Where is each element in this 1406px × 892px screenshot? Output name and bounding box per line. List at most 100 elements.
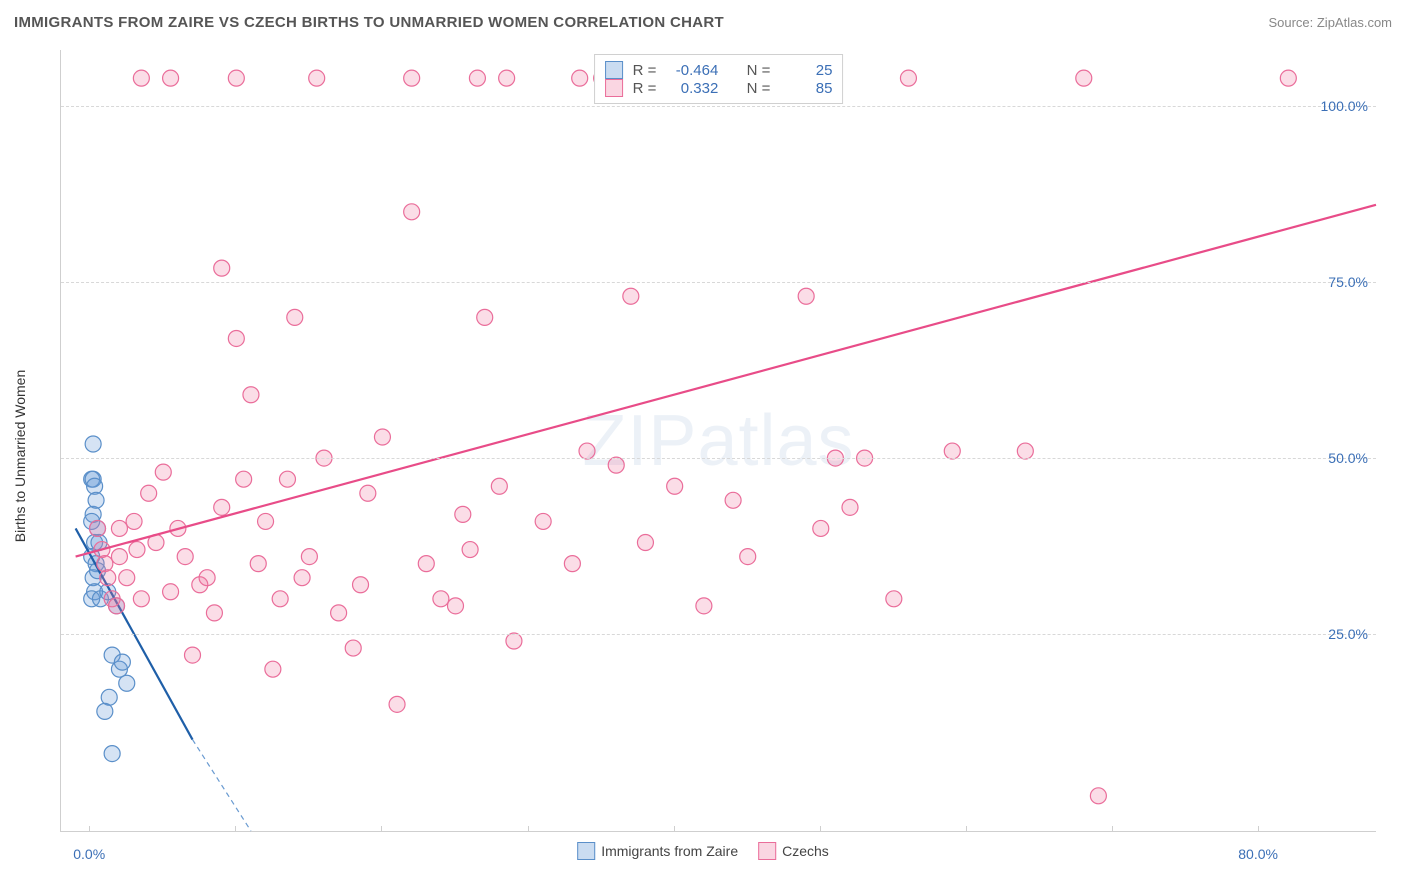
data-point	[97, 556, 113, 572]
x-tick-mark	[381, 826, 382, 832]
legend-item: Czechs	[758, 842, 829, 860]
data-point	[1090, 788, 1106, 804]
data-point	[623, 288, 639, 304]
data-point	[90, 520, 106, 536]
data-point	[114, 654, 130, 670]
chart-source: Source: ZipAtlas.com	[1268, 15, 1392, 30]
x-tick-label: 80.0%	[1238, 846, 1278, 862]
legend-label: Immigrants from Zaire	[601, 843, 738, 859]
y-tick-label: 75.0%	[1328, 274, 1368, 290]
data-point	[499, 70, 515, 86]
data-point	[236, 471, 252, 487]
legend-bottom: Immigrants from Zaire Czechs	[577, 842, 829, 860]
y-tick-label: 25.0%	[1328, 626, 1368, 642]
gridline	[61, 634, 1376, 635]
data-point	[404, 204, 420, 220]
data-point	[696, 598, 712, 614]
chart-svg	[61, 50, 1376, 831]
data-point	[272, 591, 288, 607]
data-point	[564, 556, 580, 572]
legend-item: Immigrants from Zaire	[577, 842, 738, 860]
series-swatch	[605, 79, 623, 97]
stat-label-n: N =	[747, 80, 771, 97]
data-point	[477, 309, 493, 325]
y-tick-label: 100.0%	[1321, 98, 1368, 114]
data-point	[104, 746, 120, 762]
data-point	[309, 70, 325, 86]
data-point	[100, 570, 116, 586]
y-tick-label: 50.0%	[1328, 450, 1368, 466]
data-point	[886, 591, 902, 607]
data-point	[404, 70, 420, 86]
data-point	[294, 570, 310, 586]
data-point	[740, 549, 756, 565]
data-point	[163, 70, 179, 86]
stat-value-n: 85	[780, 80, 832, 97]
data-point	[725, 492, 741, 508]
data-point	[448, 598, 464, 614]
scatter-plot-area: ZIPatlas R =-0.464 N =25R =0.332 N =85 2…	[60, 50, 1376, 832]
data-point	[287, 309, 303, 325]
data-point	[214, 499, 230, 515]
data-point	[572, 70, 588, 86]
data-point	[163, 584, 179, 600]
x-tick-mark	[674, 826, 675, 832]
data-point	[637, 535, 653, 551]
data-point	[418, 556, 434, 572]
data-point	[506, 633, 522, 649]
chart-header: IMMIGRANTS FROM ZAIRE VS CZECH BIRTHS TO…	[0, 0, 1406, 40]
data-point	[119, 570, 135, 586]
legend-swatch	[758, 842, 776, 860]
x-tick-mark	[1258, 826, 1259, 832]
correlation-stats-box: R = -0.464 N = 25 R = 0.332 N = 85	[594, 54, 844, 104]
stat-value-n: 25	[780, 62, 832, 79]
gridline	[61, 282, 1376, 283]
data-point	[155, 464, 171, 480]
data-point	[206, 605, 222, 621]
data-point	[97, 703, 113, 719]
stat-value-r: -0.464	[666, 62, 718, 79]
data-point	[214, 260, 230, 276]
data-point	[243, 387, 259, 403]
data-point	[842, 499, 858, 515]
data-point	[85, 436, 101, 452]
gridline	[61, 106, 1376, 107]
chart-title: IMMIGRANTS FROM ZAIRE VS CZECH BIRTHS TO…	[14, 14, 724, 31]
data-point	[345, 640, 361, 656]
stat-label-r: R =	[633, 80, 657, 97]
data-point	[813, 520, 829, 536]
data-point	[177, 549, 193, 565]
data-point	[469, 70, 485, 86]
data-point	[129, 542, 145, 558]
data-point	[199, 570, 215, 586]
data-point	[111, 520, 127, 536]
stat-value-r: 0.332	[666, 80, 718, 97]
stat-label-r: R =	[633, 62, 657, 79]
data-point	[331, 605, 347, 621]
data-point	[608, 457, 624, 473]
data-point	[433, 591, 449, 607]
data-point	[535, 513, 551, 529]
data-point	[111, 549, 127, 565]
x-tick-label: 0.0%	[73, 846, 105, 862]
data-point	[88, 492, 104, 508]
data-point	[258, 513, 274, 529]
data-point	[301, 549, 317, 565]
stats-row: R = -0.464 N = 25	[605, 61, 833, 79]
data-point	[389, 696, 405, 712]
data-point	[133, 591, 149, 607]
data-point	[353, 577, 369, 593]
data-point	[1076, 70, 1092, 86]
stat-label-n: N =	[747, 62, 771, 79]
data-point	[250, 556, 266, 572]
data-point	[1280, 70, 1296, 86]
y-axis-label: Births to Unmarried Women	[12, 370, 28, 542]
x-tick-mark	[1112, 826, 1113, 832]
data-point	[126, 513, 142, 529]
data-point	[133, 70, 149, 86]
x-tick-mark	[528, 826, 529, 832]
data-point	[491, 478, 507, 494]
legend-swatch	[577, 842, 595, 860]
series-swatch	[605, 61, 623, 79]
trend-line-extrapolated	[193, 740, 251, 831]
